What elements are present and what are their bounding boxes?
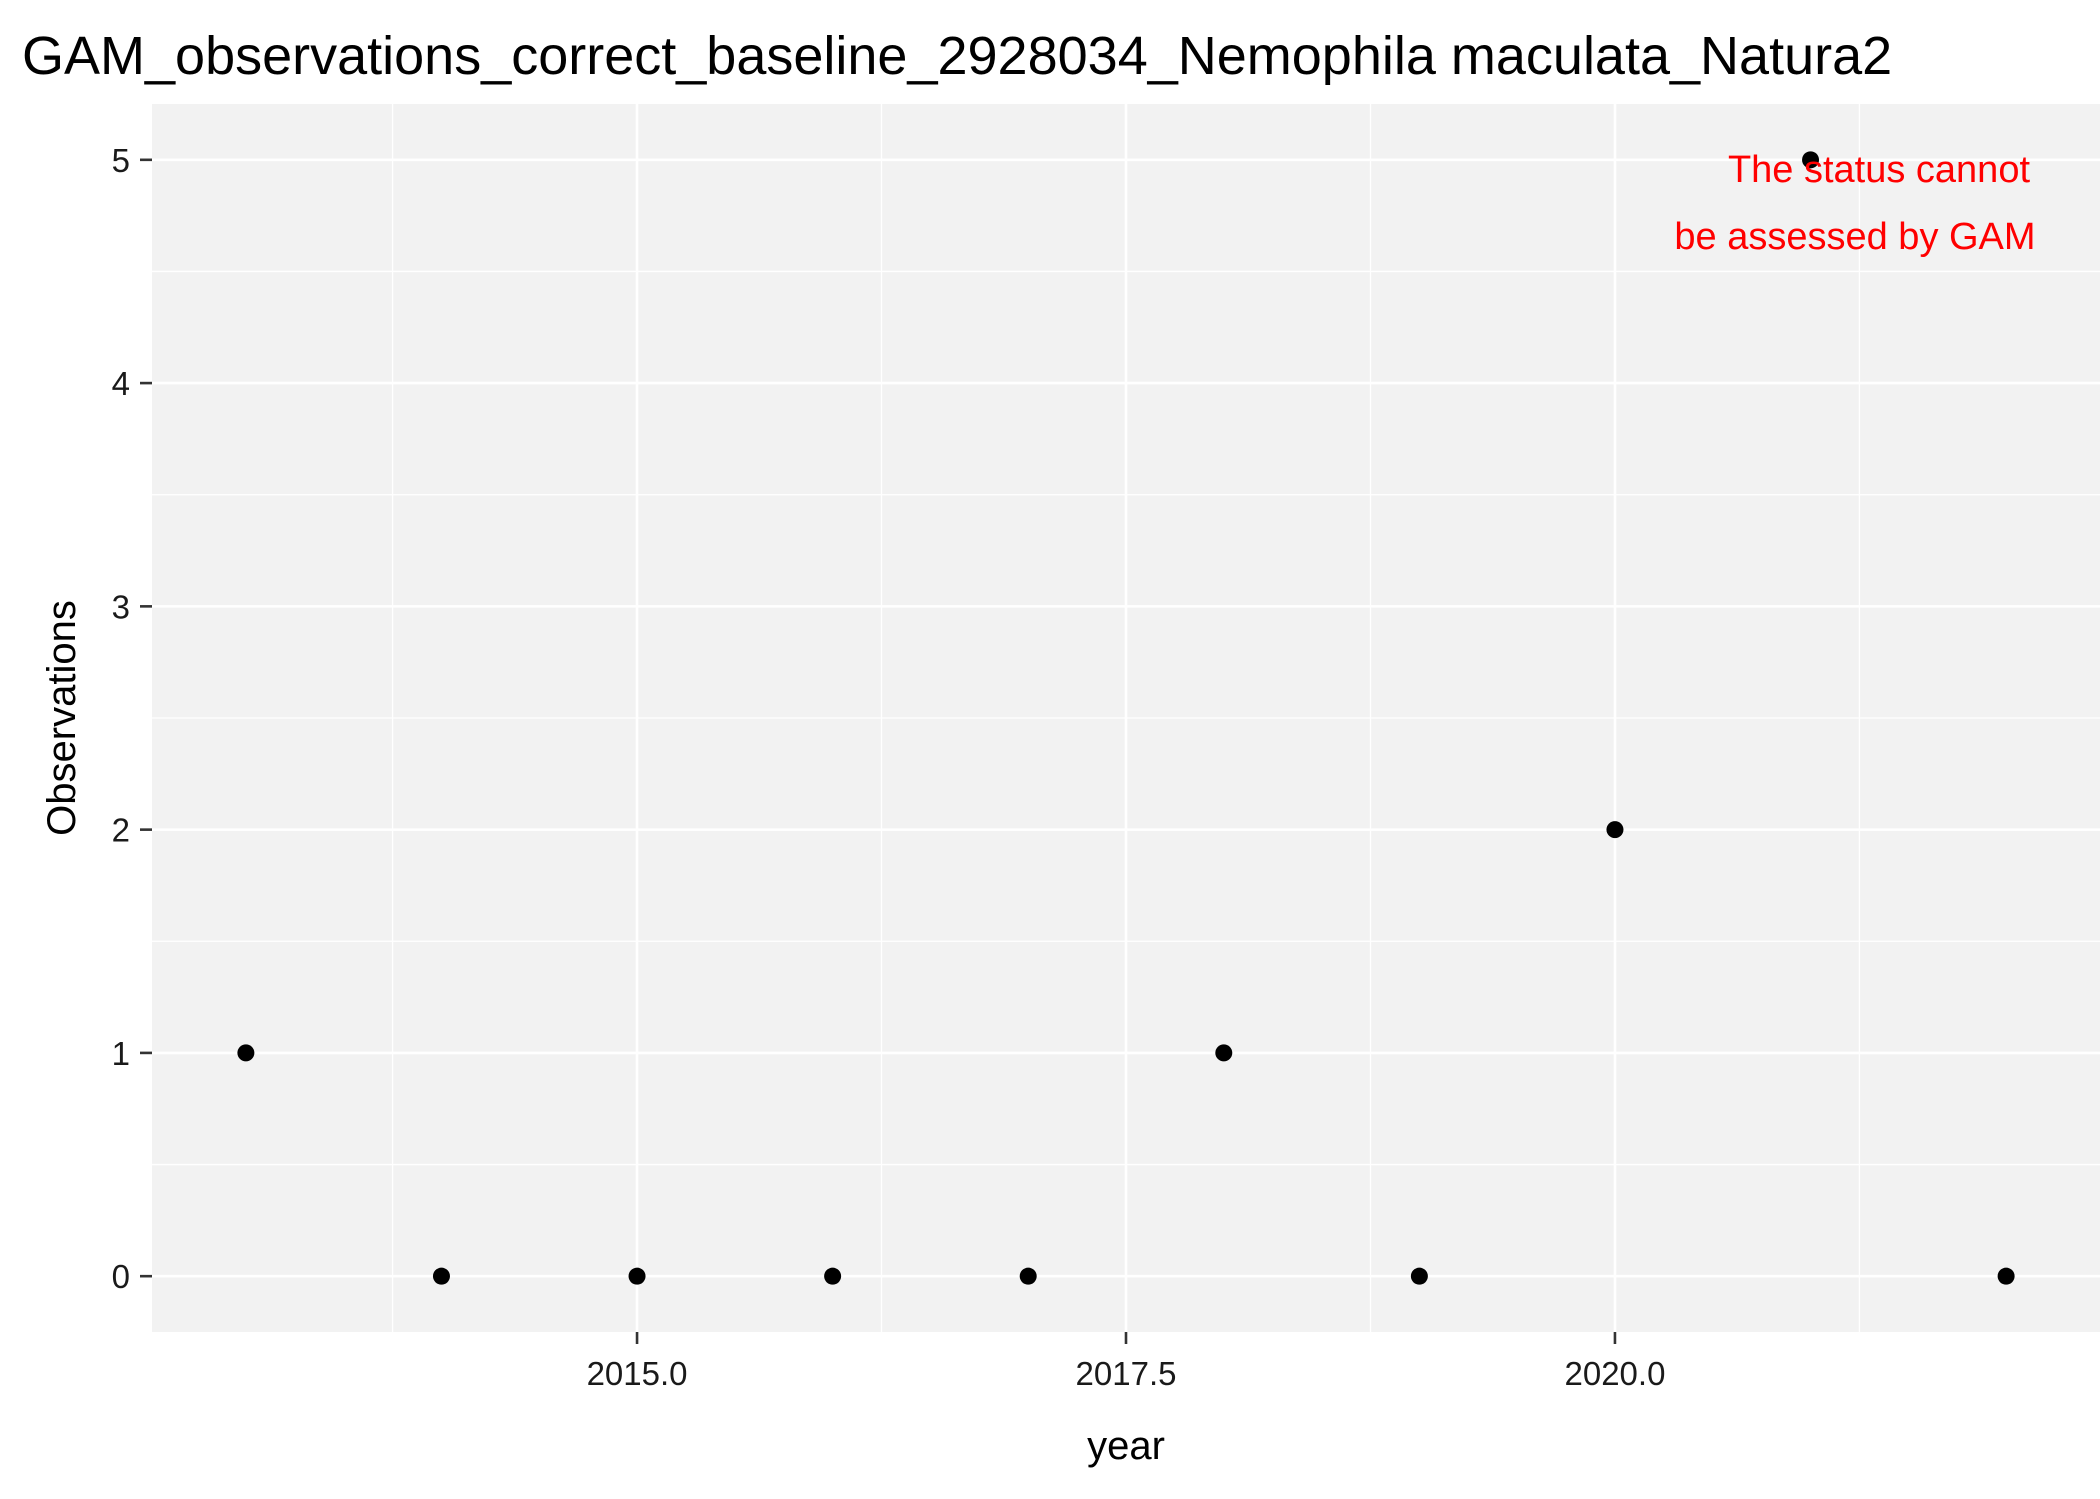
- data-point: [237, 1044, 255, 1062]
- y-axis: 0 1 2 3 4 5: [112, 142, 152, 1295]
- y-tick-label: 2: [112, 812, 130, 849]
- y-tick-label: 5: [112, 142, 130, 179]
- x-tick-label: 2020.0: [1564, 1355, 1665, 1392]
- data-points: [237, 151, 2015, 1285]
- status-annotation: The status cannot be assessed by GAM: [1674, 149, 2035, 258]
- data-point: [824, 1267, 842, 1285]
- data-point: [1606, 821, 1624, 839]
- x-axis-title: year: [1087, 1424, 1165, 1468]
- y-tick-label: 0: [112, 1258, 130, 1295]
- x-tick-label: 2017.5: [1076, 1355, 1177, 1392]
- data-point: [1410, 1267, 1428, 1285]
- major-gridlines: [152, 104, 2100, 1332]
- data-point: [1997, 1267, 2015, 1285]
- data-point: [1019, 1267, 1037, 1285]
- data-point: [1802, 151, 1820, 169]
- data-point: [432, 1267, 450, 1285]
- x-axis: 2015.0 2017.5 2020.0: [587, 1332, 1665, 1392]
- chart-title: GAM_observations_correct_baseline_292803…: [22, 26, 1892, 86]
- y-tick-label: 3: [112, 588, 130, 625]
- annotation-line: The status cannot: [1728, 149, 2031, 191]
- x-tick-label: 2015.0: [587, 1355, 688, 1392]
- y-tick-label: 4: [112, 365, 130, 402]
- annotation-line: be assessed by GAM: [1674, 216, 2035, 258]
- data-point: [628, 1267, 646, 1285]
- y-axis-title: Observations: [40, 600, 84, 836]
- data-point: [1215, 1044, 1233, 1062]
- y-tick-label: 1: [112, 1035, 130, 1072]
